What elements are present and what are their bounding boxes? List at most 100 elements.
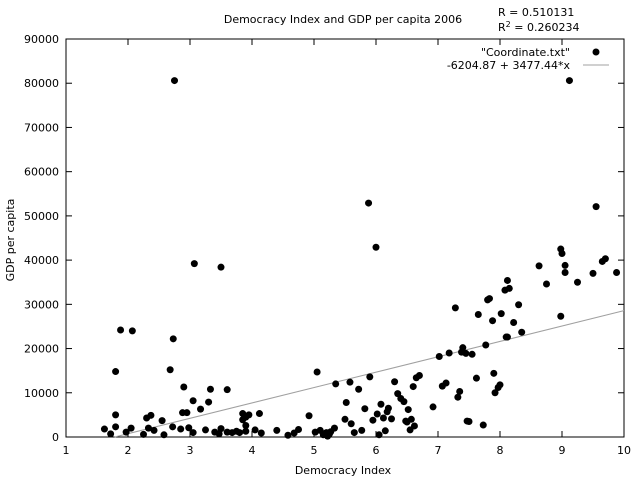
data-point (128, 327, 136, 335)
data-point (206, 385, 214, 393)
data-point (561, 268, 569, 276)
data-point (515, 301, 523, 309)
data-point (112, 411, 120, 419)
data-point (242, 427, 250, 435)
data-point (122, 428, 130, 436)
data-point (305, 412, 313, 420)
data-point (346, 378, 354, 386)
data-point (183, 409, 191, 417)
data-point (158, 417, 166, 425)
data-point (462, 349, 470, 357)
data-point (295, 425, 302, 433)
x-tick-label: 3 (187, 444, 194, 457)
y-tick-label: 20000 (24, 343, 59, 356)
data-point (189, 397, 197, 405)
data-point (429, 403, 437, 411)
data-point (388, 415, 395, 423)
data-point (479, 421, 487, 429)
data-point (117, 326, 125, 334)
x-tick-label: 2 (125, 444, 132, 457)
data-point (381, 427, 389, 435)
points-layer (100, 77, 621, 440)
data-point (202, 426, 209, 434)
y-axis-label: GDP per capita (4, 199, 17, 282)
data-point (140, 430, 147, 438)
data-point (474, 311, 482, 319)
data-point (313, 368, 321, 376)
x-tick-label: 10 (617, 444, 631, 457)
data-point (503, 276, 511, 284)
data-point (171, 77, 178, 85)
data-point (410, 422, 418, 430)
y-tick-label: 60000 (24, 166, 59, 179)
data-point (273, 426, 281, 434)
data-point (535, 262, 543, 270)
data-point (407, 415, 415, 423)
data-point (341, 415, 349, 423)
data-point (127, 424, 135, 432)
data-point (561, 261, 569, 269)
data-point (404, 406, 412, 414)
y-tick-label: 80000 (24, 77, 59, 90)
data-point (557, 312, 565, 320)
data-point (465, 418, 473, 426)
data-point (189, 429, 197, 437)
data-point (217, 263, 225, 271)
chart-title: Democracy Index and GDP per capita 2006 (224, 13, 462, 26)
data-point (332, 380, 340, 388)
data-point (190, 260, 198, 268)
data-point (372, 243, 380, 251)
plot-border (65, 38, 625, 438)
data-point (197, 405, 205, 413)
data-point (373, 410, 381, 418)
data-point (342, 399, 350, 407)
data-point (472, 374, 480, 382)
x-tick-label: 9 (559, 444, 566, 457)
data-point (166, 366, 174, 374)
data-point (330, 424, 338, 432)
data-point (361, 405, 369, 413)
y-tick-label: 50000 (24, 210, 59, 223)
data-point (490, 369, 498, 377)
data-point (205, 398, 213, 406)
data-point (242, 422, 250, 430)
x-tick-label: 1 (63, 444, 70, 457)
data-point (558, 249, 566, 257)
data-point (565, 77, 573, 85)
data-point (391, 378, 399, 386)
y-tick-label: 90000 (24, 33, 59, 46)
data-point (350, 429, 358, 437)
data-point (592, 203, 600, 211)
y-tick-label: 10000 (24, 387, 59, 400)
data-point (400, 398, 408, 406)
data-point (180, 383, 188, 391)
data-point (185, 424, 193, 432)
data-point (255, 410, 263, 418)
data-point (375, 431, 383, 439)
data-point (236, 429, 244, 437)
data-point (177, 425, 185, 433)
data-point (601, 255, 609, 263)
stat-r: R = 0.510131 (498, 6, 574, 19)
data-point (543, 280, 550, 288)
data-point (442, 379, 450, 387)
data-point (468, 350, 476, 358)
data-point (496, 381, 504, 389)
x-tick-label: 5 (311, 444, 318, 457)
data-point (169, 335, 177, 343)
data-point (144, 424, 152, 432)
data-point (217, 425, 225, 433)
data-point (147, 411, 155, 419)
data-point (215, 430, 223, 438)
data-point (251, 426, 259, 434)
stat-r-squared: R2 = 0.260234 (498, 20, 579, 34)
data-point (435, 353, 443, 361)
data-point (284, 431, 292, 439)
x-tick-label: 6 (373, 444, 380, 457)
data-point (485, 295, 493, 303)
data-point (589, 269, 597, 277)
data-point (347, 420, 355, 428)
x-tick-label: 7 (435, 444, 442, 457)
